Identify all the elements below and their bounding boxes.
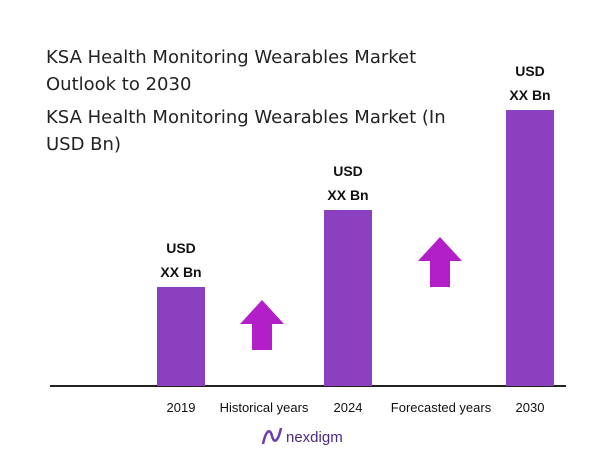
x-tick-label: 2024 [334, 400, 363, 415]
logo: nexdigm [286, 429, 343, 446]
arrow [418, 237, 462, 287]
bar-label: USD [166, 240, 196, 256]
bar [506, 110, 554, 386]
period-label: Forecasted years [391, 400, 492, 415]
x-tick-label: 2030 [516, 400, 545, 415]
chart-subtitle: KSA Health Monitoring Wearables Market (… [46, 107, 446, 155]
bar [157, 287, 205, 386]
bar-label: XX Bn [327, 187, 368, 203]
period-label: Historical years [220, 400, 309, 415]
logo-icon [261, 427, 283, 445]
bar-label: USD [333, 163, 363, 179]
chart-title: KSA Health Monitoring Wearables Market O… [46, 47, 417, 95]
bar-label: XX Bn [509, 87, 550, 103]
x-tick-label: 2019 [167, 400, 196, 415]
arrow [240, 300, 284, 350]
bar-label: USD [515, 63, 545, 79]
bar [324, 210, 372, 386]
bar-label: XX Bn [160, 264, 201, 280]
